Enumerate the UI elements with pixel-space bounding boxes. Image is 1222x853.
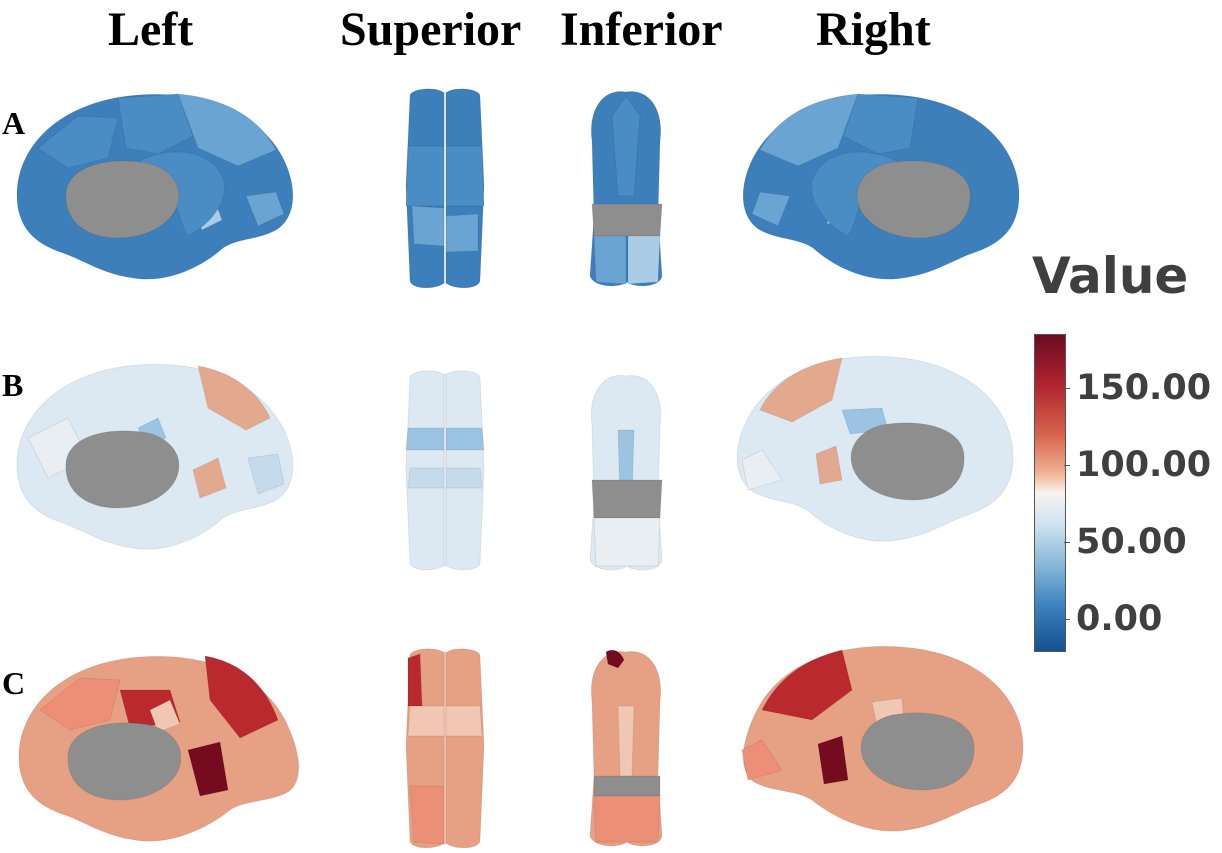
brain-region — [204, 655, 279, 739]
brain-region — [65, 160, 180, 239]
brain-region — [850, 422, 965, 501]
brain-region — [617, 705, 635, 777]
brain-region — [65, 430, 180, 509]
brain-region — [445, 213, 479, 253]
brain-region — [37, 115, 119, 169]
brain-region — [409, 785, 445, 845]
brain-region — [192, 457, 227, 499]
colorbar-tick-label: 150.00 — [1076, 367, 1212, 408]
brain-left-medial-b — [16, 363, 294, 550]
brain-region — [842, 93, 919, 155]
brain-left-medial-a — [16, 93, 294, 280]
brain-region — [187, 741, 229, 797]
brain-region — [591, 203, 663, 237]
row-label-a: A — [2, 105, 26, 141]
brain-region — [751, 191, 791, 227]
brain-inferior-b — [589, 375, 663, 571]
brain-region — [407, 653, 423, 707]
brain-region — [611, 95, 641, 197]
colorbar-tick-label: 100.00 — [1076, 445, 1212, 486]
brain-region — [856, 160, 971, 239]
row-label-c: C — [2, 665, 26, 701]
brain-superior-b — [405, 370, 485, 571]
brain-region — [197, 365, 271, 431]
brain-region — [593, 517, 661, 567]
brain-region — [443, 373, 447, 567]
colorbar-tick-mark — [1064, 465, 1070, 467]
brain-region — [149, 699, 181, 733]
column-header-right: Right — [816, 3, 931, 56]
column-header-left: Left — [108, 3, 194, 56]
brain-region — [815, 445, 843, 485]
brain-superior-a — [405, 88, 485, 289]
brain-inferior-c — [589, 649, 663, 847]
brain-inferior-a — [589, 91, 663, 287]
brain-region — [245, 191, 285, 227]
brain-region — [741, 449, 783, 491]
brain-right-medial-c — [741, 645, 1024, 832]
brain-region — [759, 93, 859, 167]
brain-right-medial-a — [742, 93, 1020, 280]
legend-title: Value — [1032, 247, 1189, 305]
colorbar-tick-label: 0.00 — [1076, 599, 1163, 640]
brain-region — [117, 93, 194, 155]
brain-region — [177, 93, 277, 167]
brain-region — [593, 775, 661, 797]
colorbar-tick-mark — [1064, 387, 1070, 389]
row-label-b: B — [2, 367, 24, 403]
brain-region — [411, 205, 445, 247]
brain-right-medial-b — [736, 355, 1014, 542]
brain-region — [759, 357, 843, 423]
brain-region — [67, 722, 182, 801]
brain-region — [443, 651, 447, 845]
brain-region — [593, 235, 627, 285]
brain-region — [443, 91, 447, 285]
brain-region — [247, 453, 285, 495]
brain-region — [741, 739, 783, 781]
column-header-superior: Superior — [340, 3, 522, 56]
brain-region — [627, 235, 661, 285]
colorbar-tick-mark — [1064, 619, 1070, 621]
colorbar-tick-label: 50.00 — [1076, 522, 1187, 563]
brain-region — [817, 735, 849, 785]
column-header-inferior: Inferior — [560, 3, 723, 56]
brain-region — [591, 479, 663, 519]
brain-superior-c — [405, 648, 485, 849]
colorbar — [1034, 334, 1066, 652]
brain-region — [761, 649, 853, 721]
brain-region — [860, 712, 975, 791]
brain-left-medial-c — [18, 655, 300, 842]
colorbar-tick-mark — [1064, 542, 1070, 544]
brain-region — [593, 795, 661, 843]
brain-region — [605, 649, 625, 669]
brain-region — [39, 677, 121, 731]
